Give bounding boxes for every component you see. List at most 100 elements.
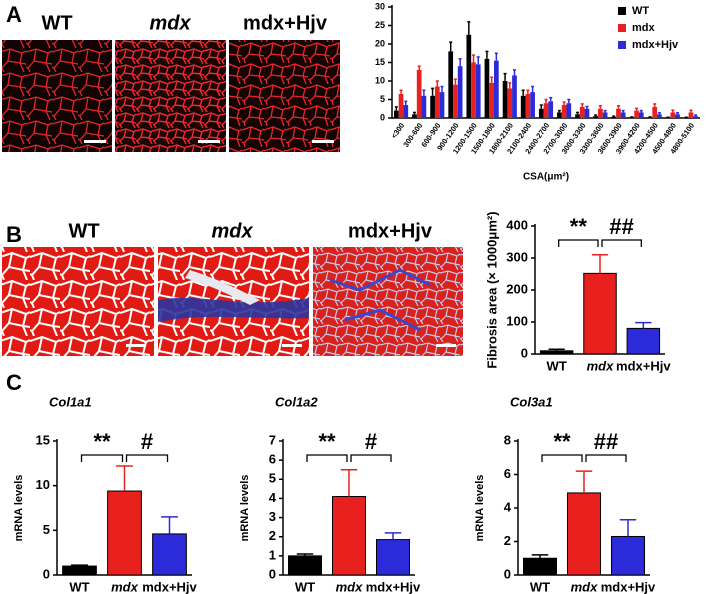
chart-title: Col1a1 — [49, 394, 92, 409]
bar — [652, 106, 658, 118]
micrograph — [115, 40, 226, 152]
bar — [575, 114, 580, 118]
legend-label: mdx — [632, 22, 656, 34]
bar — [579, 106, 585, 118]
bar — [523, 557, 557, 576]
y-tick-label: 10 — [36, 477, 50, 492]
bar — [538, 108, 544, 118]
x-tick-label: mdx — [587, 358, 615, 373]
y-tick-label: 5 — [269, 471, 276, 486]
x-axis-label: CSA(μm²) — [523, 172, 569, 183]
image-label: mdx — [149, 12, 191, 34]
x-tick-label: mdx+Hjv — [142, 579, 197, 594]
y-tick-label: 300 — [506, 249, 528, 264]
bar — [530, 92, 535, 118]
significance-bracket — [601, 239, 642, 247]
bar — [288, 555, 322, 576]
y-tick-label: 3 — [269, 509, 276, 524]
scale-bar — [126, 344, 146, 347]
x-tick-label: mdx+Hjv — [601, 579, 656, 594]
bar — [626, 327, 661, 355]
significance-bracket — [306, 454, 348, 462]
x-tick-label: mdx+Hjv — [366, 579, 421, 594]
panel-letter: A — [6, 2, 22, 27]
legend-swatch — [618, 24, 626, 32]
legend-swatch — [618, 7, 626, 15]
bar — [403, 105, 409, 118]
y-axis-label: Fibrosis area (× 1000μm²) — [484, 211, 499, 368]
scale-bar — [436, 344, 456, 347]
panel-letter: C — [6, 370, 22, 395]
significance-label: ** — [318, 429, 336, 454]
y-tick-label: 0 — [43, 566, 50, 581]
y-tick-label: 100 — [506, 313, 528, 328]
scale-bar — [312, 140, 334, 143]
y-tick-label: 1 — [269, 547, 276, 562]
scale-bar — [282, 344, 302, 347]
y-tick-label: 5 — [43, 522, 50, 537]
bar — [434, 86, 440, 118]
y-tick-label: 25 — [375, 20, 385, 30]
significance-label: ## — [594, 429, 618, 454]
significance-label: ** — [570, 214, 588, 239]
image-label: mdx+Hjv — [243, 12, 328, 34]
legend-swatch — [618, 41, 626, 49]
bar — [471, 62, 476, 118]
bar — [398, 93, 404, 118]
y-tick-label: 0 — [380, 112, 385, 122]
bar — [688, 112, 694, 118]
significance-label: # — [365, 429, 377, 454]
y-tick-label: 10 — [375, 75, 385, 85]
bar — [416, 69, 422, 118]
y-tick-label: 30 — [375, 1, 385, 11]
bar — [611, 116, 617, 118]
scale-bar — [198, 140, 220, 143]
bar — [583, 272, 617, 355]
significance-bracket — [80, 454, 124, 462]
bar — [393, 110, 399, 118]
y-tick-label: 7 — [269, 432, 276, 447]
bar — [611, 535, 645, 576]
bar — [457, 66, 463, 118]
significance-label: # — [141, 429, 153, 454]
y-tick-label: 4 — [269, 490, 277, 505]
bar — [520, 95, 526, 118]
y-tick-label: 15 — [36, 432, 50, 447]
y-tick-label: 20 — [375, 38, 385, 48]
x-tick-label: mdx+Hjv — [616, 358, 671, 373]
bar — [502, 81, 508, 118]
micrograph — [2, 247, 154, 356]
bar — [412, 114, 417, 118]
bar — [567, 492, 601, 576]
y-tick-label: 8 — [504, 432, 511, 447]
bar — [448, 51, 454, 118]
bar — [670, 112, 676, 118]
bar — [489, 82, 495, 118]
micrograph — [229, 40, 340, 152]
x-tick-label: WT — [295, 579, 315, 594]
bar — [430, 95, 435, 118]
bar — [484, 58, 490, 118]
bar — [525, 93, 531, 118]
x-tick-label: mdx — [111, 579, 139, 594]
significance-label: ** — [93, 429, 111, 454]
bar — [107, 490, 142, 576]
bar — [466, 34, 472, 118]
y-tick-label: 4 — [504, 499, 512, 514]
y-tick-label: 0 — [521, 345, 528, 360]
y-tick-label: 15 — [375, 57, 385, 67]
bar — [593, 116, 598, 118]
bar — [634, 110, 639, 118]
panel-letter: B — [6, 222, 22, 247]
legend-label: WT — [632, 5, 649, 17]
bar — [475, 64, 481, 118]
bar — [675, 114, 680, 118]
significance-label: ## — [609, 214, 633, 239]
image-label: WT — [41, 12, 72, 34]
chart-title: Col3a1 — [510, 394, 553, 409]
bar — [543, 103, 549, 118]
image-label: WT — [68, 220, 99, 242]
y-tick-label: 6 — [504, 466, 511, 481]
micrograph — [2, 40, 112, 152]
